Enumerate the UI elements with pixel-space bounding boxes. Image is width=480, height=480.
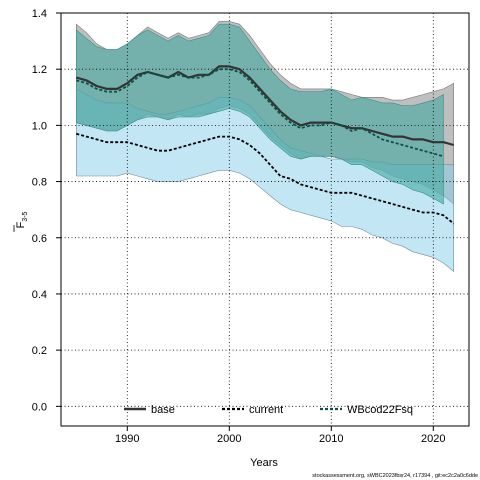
y-axis-title: F3-5 [15,211,29,228]
x-tick-label-1990: 1990 [115,433,139,445]
series-line-base [76,65,454,147]
y-axis-title-subscript: 3-5 [22,211,29,221]
y-tick-label-1.0: 1.0 [32,120,47,132]
y-tick-label-0.6: 0.6 [32,233,47,245]
y-tick-label-0.2: 0.2 [32,345,47,357]
legend-label-wbcod22fsq: WBcod22Fsq [347,404,413,416]
series-line-current [76,132,455,225]
y-axis-title-group: F3-5 [13,211,29,232]
y-tick-label-0.0: 0.0 [32,401,47,413]
band-wbcod22fsq [76,23,444,205]
plot-frame [60,12,470,427]
footnote: stockassessment.org, sWBC2023fbsr24, r17… [312,473,478,479]
legend-label-current: current [249,404,283,416]
x-axis-title: Years [250,457,278,469]
y-tick-label-1.2: 1.2 [32,64,47,76]
series-lines [76,65,455,225]
x-axis: 1990 2000 2010 2020 [115,426,446,445]
x-tick-label-2020: 2020 [421,433,445,445]
legend-label-base: base [151,404,175,416]
series-line-wbcod22fsq [76,68,444,158]
y-tick-label-1.4: 1.4 [32,8,47,20]
grid-lines [61,12,469,426]
y-axis: 0.0 0.2 0.4 0.6 0.8 1.0 1.2 1.4 [32,8,61,413]
legend: base current WBcod22Fsq [124,404,413,416]
y-tick-label-0.8: 0.8 [32,177,47,189]
confidence-bands [76,21,454,273]
y-axis-title-main: F [15,221,27,228]
x-tick-label-2000: 2000 [217,433,241,445]
x-tick-label-2010: 2010 [319,433,343,445]
y-tick-label-0.4: 0.4 [32,289,47,301]
